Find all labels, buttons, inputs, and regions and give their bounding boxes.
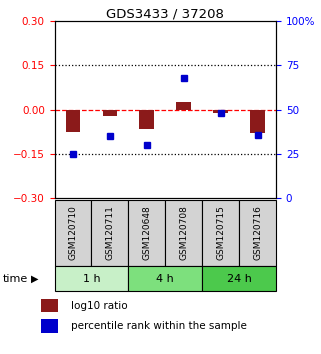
Bar [250,110,265,133]
Bar [140,110,154,129]
Bar [128,266,202,291]
Bar [41,319,57,333]
Text: 24 h: 24 h [227,274,252,284]
Text: GSM120715: GSM120715 [216,205,225,260]
Text: GSM120710: GSM120710 [68,205,78,260]
Text: GSM120648: GSM120648 [142,205,152,260]
Text: GSM120708: GSM120708 [179,205,188,260]
Bar [213,110,228,113]
Bar [91,200,128,266]
Bar [165,200,202,266]
Bar [128,200,165,266]
Text: 4 h: 4 h [156,274,174,284]
Text: log10 ratio: log10 ratio [71,301,128,310]
Bar [41,299,57,312]
Title: GDS3433 / 37208: GDS3433 / 37208 [106,7,224,20]
Text: 1 h: 1 h [83,274,100,284]
Text: GSM120711: GSM120711 [105,205,115,260]
Bar [55,200,91,266]
Text: GSM120716: GSM120716 [253,205,262,260]
Text: percentile rank within the sample: percentile rank within the sample [71,321,247,331]
Bar [177,102,191,110]
Text: time: time [3,274,29,284]
Text: ▶: ▶ [30,274,38,284]
Bar [55,266,128,291]
Bar [202,200,239,266]
Bar [202,266,276,291]
Bar [103,110,117,116]
Bar [66,110,81,132]
Bar [239,200,276,266]
